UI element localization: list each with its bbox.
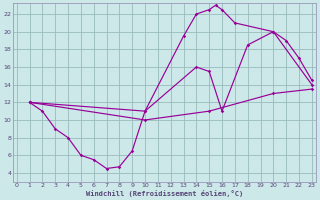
X-axis label: Windchill (Refroidissement éolien,°C): Windchill (Refroidissement éolien,°C) bbox=[86, 190, 243, 197]
